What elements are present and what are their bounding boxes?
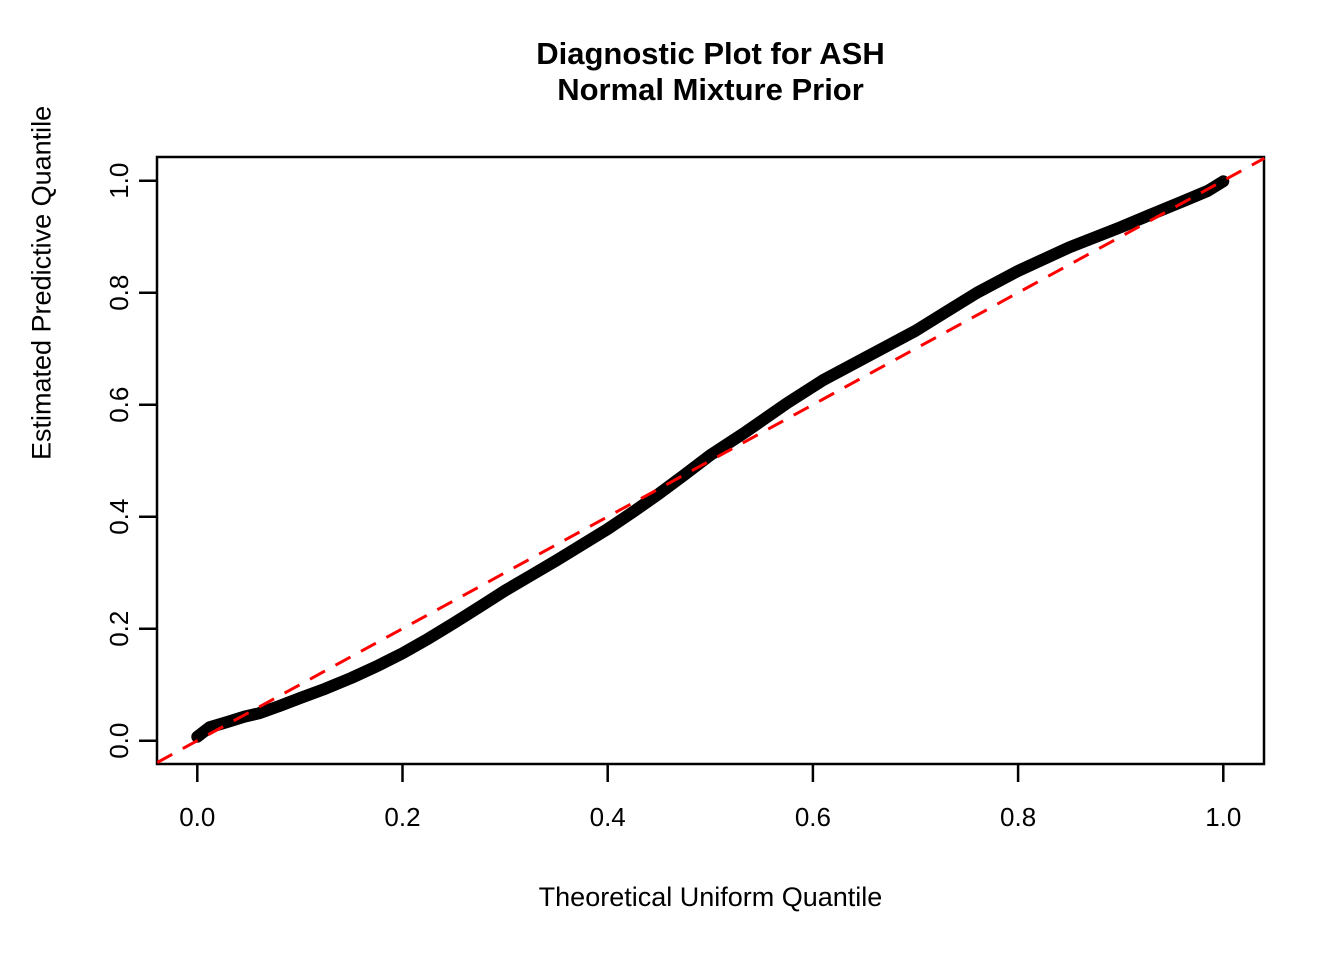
y-axis-title-text: Estimated Predictive Quantile	[26, 105, 57, 460]
reference-diagonal-line	[156, 156, 1266, 764]
x-axis-tick-label: 0.8	[1000, 802, 1036, 832]
y-axis-tick-label: 0.0	[104, 723, 134, 759]
y-axis-tick-label: 0.6	[104, 387, 134, 423]
predictive-quantile-curve	[191, 175, 1230, 743]
chart-title: Diagnostic Plot for ASH Normal Mixture P…	[536, 36, 885, 107]
x-axis-tick-label: 0.6	[795, 802, 831, 832]
x-axis-tick-label: 0.4	[590, 802, 626, 832]
x-axis-tick-label: 0.0	[179, 802, 215, 832]
plot-box	[155, 155, 1266, 766]
y-axis-tick-label: 0.8	[104, 275, 134, 311]
x-axis-title: Theoretical Uniform Quantile	[538, 882, 883, 912]
x-axis-tick-label: 0.2	[384, 802, 420, 832]
y-axis-tick-label: 0.2	[104, 611, 134, 647]
x-axis-tick-label: 1.0	[1205, 802, 1241, 832]
y-axis-tick-label: 0.4	[104, 499, 134, 535]
y-axis-tick-label: 1.0	[104, 163, 134, 199]
